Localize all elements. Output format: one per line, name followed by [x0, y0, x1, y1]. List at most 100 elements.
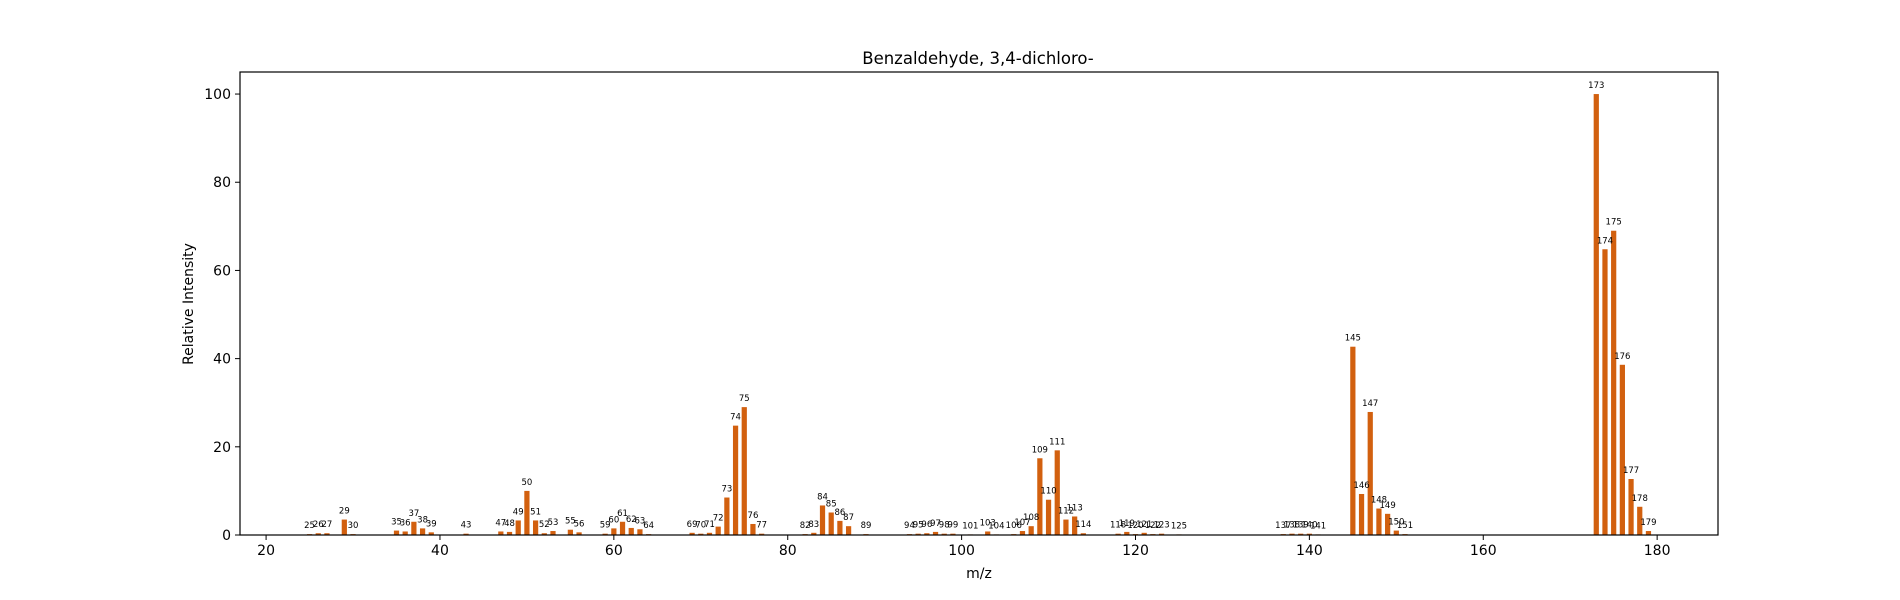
bar-label-mz-150: 150	[1388, 518, 1404, 528]
bar-label-mz-51: 51	[530, 507, 541, 517]
bar-mz-118	[1115, 533, 1121, 535]
bar-mz-56	[576, 532, 582, 535]
bar-mz-147	[1367, 411, 1373, 535]
bar-label-mz-83: 83	[808, 520, 819, 530]
bar-mz-71	[706, 532, 713, 535]
bar-mz-36	[402, 531, 408, 535]
bar-label-mz-27: 27	[322, 520, 333, 530]
bar-label-mz-35: 35	[391, 518, 402, 528]
bar-mz-139	[1298, 533, 1304, 535]
bar-mz-62	[628, 527, 634, 535]
bar-mz-59	[602, 533, 608, 535]
bars-layer	[306, 94, 1652, 536]
y-axis: 0 20 40 60 80 100	[204, 87, 240, 544]
bar-mz-119	[1124, 531, 1130, 535]
bar-label-mz-95: 95	[913, 521, 924, 531]
bar-label-mz-98: 98	[939, 521, 950, 531]
bar-label-mz-37: 37	[408, 509, 419, 519]
y-axis-label: Relative Intensity	[181, 243, 197, 365]
bar-label-mz-101: 101	[962, 521, 978, 531]
bar-mz-103	[985, 531, 991, 535]
bar-mz-123	[1158, 533, 1165, 535]
bar-label-mz-106: 106	[1006, 521, 1022, 531]
bar-label-mz-121: 121	[1136, 520, 1152, 530]
bar-mz-107	[1019, 531, 1026, 535]
bar-mz-77	[759, 533, 765, 535]
bar-mz-111	[1054, 450, 1060, 535]
bar-label-mz-111: 111	[1049, 437, 1065, 447]
bar-label-mz-70: 70	[695, 521, 706, 531]
bar-label-mz-139: 139	[1293, 521, 1309, 531]
bar-mz-86	[837, 520, 843, 535]
bar-mz-51	[532, 520, 539, 535]
bar-mz-110	[1045, 499, 1052, 535]
bar-mz-75	[741, 407, 747, 535]
bar-label-mz-137: 137	[1275, 521, 1291, 531]
bar-label-mz-38: 38	[417, 515, 428, 525]
bar-mz-69	[689, 532, 695, 535]
y-tick-label: 20	[213, 440, 231, 456]
bar-label-mz-77: 77	[756, 521, 767, 531]
bar-mz-60	[611, 528, 617, 535]
bar-label-mz-69: 69	[687, 520, 698, 530]
bar-label-mz-140: 140	[1301, 521, 1317, 531]
x-tick-label: 60	[605, 543, 623, 559]
x-tick-label: 120	[1122, 543, 1149, 559]
bar-label-mz-94: 94	[904, 521, 915, 531]
bar-mz-50	[524, 490, 530, 535]
bar-label-mz-174: 174	[1597, 236, 1613, 246]
bar-label-mz-178: 178	[1632, 494, 1648, 504]
bar-mz-96	[924, 533, 930, 535]
bar-label-mz-50: 50	[521, 478, 532, 488]
bar-label-mz-62: 62	[626, 515, 637, 525]
plot-area-frame	[239, 71, 1719, 536]
bar-mz-113	[1072, 516, 1078, 535]
bar-mz-26	[315, 533, 321, 535]
chart-title: Benzaldehyde, 3,4-dichloro-	[862, 49, 1094, 68]
y-tick-label: 80	[213, 175, 231, 191]
bar-label-mz-74: 74	[730, 413, 741, 423]
bar-mz-63	[637, 529, 643, 535]
x-tick-label: 40	[431, 543, 449, 559]
bar-label-mz-148: 148	[1371, 496, 1387, 506]
bar-mz-95	[915, 533, 921, 535]
bar-mz-114	[1080, 533, 1086, 535]
y-tick-label: 60	[213, 263, 231, 279]
bar-label-mz-60: 60	[608, 515, 619, 525]
bar-label-mz-87: 87	[843, 513, 854, 523]
bar-label-mz-36: 36	[400, 518, 411, 528]
bar-mz-138	[1289, 533, 1295, 535]
bar-label-mz-107: 107	[1014, 518, 1030, 528]
bar-label-mz-177: 177	[1623, 466, 1639, 476]
bar-mz-53	[550, 531, 556, 535]
bar-mz-148	[1376, 508, 1382, 535]
bar-mz-73	[724, 497, 730, 535]
bar-mz-98	[941, 533, 947, 535]
bar-mz-70	[698, 533, 704, 535]
bar-mz-109	[1037, 458, 1043, 535]
bar-mz-150	[1393, 530, 1399, 535]
bar-label-mz-141: 141	[1310, 521, 1326, 531]
bar-mz-83	[811, 532, 817, 535]
bar-mz-47	[498, 531, 504, 535]
bar-label-mz-73: 73	[721, 485, 732, 495]
bar-label-mz-84: 84	[817, 492, 828, 502]
bar-label-mz-72: 72	[713, 514, 724, 524]
bar-label-mz-61: 61	[617, 509, 628, 519]
bar-label-mz-176: 176	[1614, 352, 1630, 362]
bar-label-mz-123: 123	[1153, 521, 1169, 531]
bar-label-mz-125: 125	[1171, 521, 1187, 531]
bar-mz-175	[1611, 230, 1617, 536]
bar-label-mz-179: 179	[1640, 518, 1656, 528]
bar-label-mz-26: 26	[313, 520, 324, 530]
bar-mz-43	[463, 533, 469, 535]
bar-mz-112	[1063, 519, 1069, 535]
bar-label-mz-99: 99	[948, 521, 959, 531]
bar-label-mz-75: 75	[739, 394, 750, 404]
bar-label-mz-48: 48	[504, 519, 515, 529]
bar-label-mz-89: 89	[861, 521, 872, 531]
bar-mz-35	[393, 530, 400, 535]
bar-label-mz-47: 47	[495, 518, 506, 528]
